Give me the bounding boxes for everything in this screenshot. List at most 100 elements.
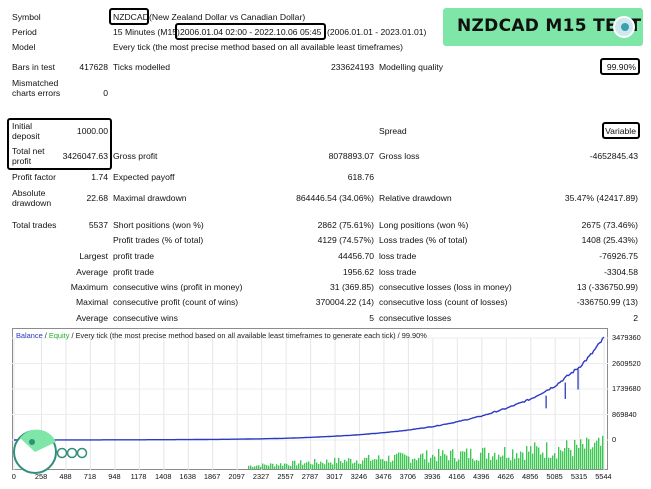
volume-bar — [358, 463, 360, 469]
volume-bar — [288, 465, 290, 469]
balance-chart-plot — [12, 336, 608, 470]
volume-bar — [420, 454, 422, 469]
volume-bar — [392, 460, 394, 469]
volume-bar — [318, 463, 320, 469]
net-profit-value: 3426047.63 — [62, 151, 108, 161]
bars-value: 417628 — [79, 62, 108, 72]
spread-highlight — [602, 122, 640, 139]
bars-label: Bars in test — [12, 62, 55, 72]
volume-bar — [348, 458, 350, 469]
average-prefix: Average — [76, 267, 108, 277]
x-tick-label: 0 — [11, 472, 16, 481]
maximal-profit-label: consecutive profit (count of wins) — [113, 297, 239, 307]
profit-factor-label: Profit factor — [12, 172, 56, 182]
symbol-name: (New Zealand Dollar vs Canadian Dollar) — [149, 12, 306, 22]
x-tick-label: 2787 — [301, 472, 319, 481]
volume-bar — [504, 447, 506, 469]
x-tick-label: 5544 — [595, 472, 612, 481]
symbol-code: NZDCAD — [113, 12, 149, 22]
volume-bar — [458, 459, 460, 469]
gross-loss-label: Gross loss — [379, 151, 420, 161]
volume-bar — [418, 457, 420, 469]
volume-bar — [452, 449, 454, 469]
volume-bar — [270, 463, 272, 469]
volume-bar — [314, 458, 316, 469]
x-tick-label: 3706 — [399, 472, 417, 481]
volume-bar — [408, 456, 410, 469]
total-trades-value: 5537 — [88, 220, 108, 230]
volume-bar — [470, 448, 472, 469]
volume-bar — [308, 461, 310, 469]
model-label: Model — [12, 42, 36, 52]
volume-bar — [344, 459, 346, 469]
volume-bar — [442, 450, 444, 469]
spread-value: Variable — [605, 126, 636, 136]
volume-bar — [444, 454, 446, 469]
y-tick-label: 0 — [612, 435, 617, 444]
y-tick-label: 1739680 — [612, 384, 641, 393]
period-dates: (2006.01.01 - 2023.01.01) — [327, 27, 427, 37]
maximum-prefix: Maximum — [70, 282, 108, 292]
average-profit-label: profit trade — [113, 267, 155, 277]
x-tick-label: 3936 — [424, 472, 441, 481]
volume-bar — [256, 465, 258, 469]
volume-bar — [520, 451, 522, 469]
volume-bar — [448, 460, 450, 469]
volume-bar — [368, 454, 370, 469]
x-tick-label: 4626 — [497, 472, 514, 481]
volume-bar — [304, 463, 306, 469]
volume-bar — [286, 463, 288, 469]
profit-trades-value: 4129 (74.57%) — [317, 235, 374, 245]
volume-bar — [258, 465, 260, 469]
volume-bar — [290, 465, 292, 469]
deposit-profit-highlight — [7, 118, 112, 170]
volume-bar — [266, 465, 268, 469]
volume-bar — [312, 464, 314, 469]
ticks-label: Ticks modelled — [113, 62, 170, 72]
volume-bar — [506, 458, 508, 469]
short-label: Short positions (won %) — [113, 220, 204, 230]
volume-bar — [412, 459, 414, 469]
volume-bar — [594, 442, 596, 469]
long-label: Long positions (won %) — [379, 220, 469, 230]
volume-bar — [518, 458, 520, 469]
volume-bar — [526, 446, 528, 469]
volume-bar — [510, 460, 512, 469]
chart-legend: Balance / Equity / Every tick (the most … — [16, 331, 427, 341]
volume-bar — [582, 444, 584, 469]
legend-balance: Balance — [16, 331, 43, 340]
symbol-label: Symbol — [12, 12, 41, 22]
volume-bar — [268, 465, 270, 469]
volume-bar — [280, 463, 282, 469]
x-tick-label: 258 — [34, 472, 48, 481]
rel-drawdown-label: Relative drawdown — [379, 193, 452, 203]
volume-bar — [302, 464, 304, 469]
banner-title: NZDCAD M15 TEST — [457, 16, 642, 36]
volume-bar — [406, 455, 408, 469]
volume-bar — [516, 453, 518, 469]
volume-bar — [602, 435, 604, 469]
y-tick-label: 869840 — [612, 409, 637, 419]
volume-bar — [324, 464, 326, 469]
volume-bar — [352, 463, 354, 469]
x-tick-label: 4166 — [448, 472, 465, 481]
volume-bar — [380, 459, 382, 469]
largest-loss-label: loss trade — [379, 251, 417, 261]
volume-bar — [550, 457, 552, 469]
gross-profit-value: 8078893.07 — [328, 151, 374, 161]
x-tick-label: 2327 — [252, 472, 270, 481]
volume-bar — [556, 458, 558, 469]
model-value: Every tick (the most precise method base… — [113, 42, 403, 52]
profit-trades-label: Profit trades (% of total) — [113, 235, 204, 245]
abs-drawdown-value: 22.68 — [86, 193, 108, 203]
volume-bar — [354, 462, 356, 469]
volume-bar — [474, 460, 476, 469]
volume-bar — [460, 451, 462, 469]
balance-line — [14, 336, 605, 441]
volume-bar — [478, 460, 480, 469]
maximum-wins-value: 31 (369.85) — [330, 282, 374, 292]
volume-bar — [574, 439, 576, 469]
volume-bar — [394, 454, 396, 469]
gross-loss-value: -4652845.43 — [589, 151, 638, 161]
volume-bar — [534, 442, 536, 469]
